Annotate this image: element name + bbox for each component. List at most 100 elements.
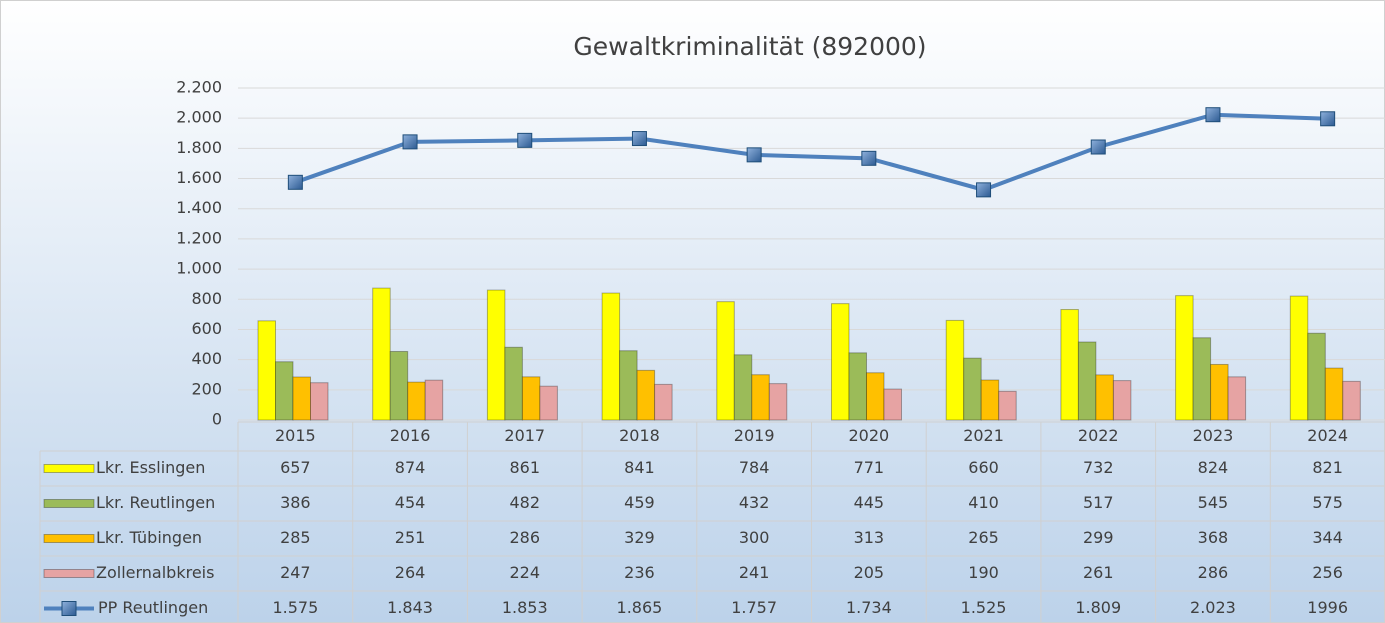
table-cell: 300 — [739, 528, 770, 547]
legend-label: Lkr. Reutlingen — [96, 493, 215, 512]
table-cell: 482 — [509, 493, 540, 512]
bar — [292, 376, 311, 421]
table-cell: 1996 — [1307, 598, 1348, 617]
bar — [275, 361, 294, 421]
bar — [998, 390, 1017, 421]
bar — [980, 379, 1000, 421]
table-cell: 1.734 — [846, 598, 892, 617]
legend-label: Lkr. Tübingen — [96, 528, 202, 547]
y-tick-label: 1.000 — [176, 259, 222, 278]
table-cell: 454 — [395, 493, 426, 512]
table-cell: 410 — [968, 493, 999, 512]
y-tick-label: 600 — [191, 319, 222, 338]
bar — [963, 357, 982, 421]
table-cell: 821 — [1312, 458, 1343, 477]
table-cell: 299 — [1083, 528, 1114, 547]
line-marker — [1320, 111, 1336, 127]
x-tick-label: 2020 — [848, 426, 889, 445]
bar — [424, 379, 444, 421]
y-tick-label: 1.800 — [176, 138, 222, 157]
legend-key — [61, 601, 77, 616]
bar — [716, 301, 735, 421]
bar — [733, 354, 753, 421]
bar — [407, 381, 426, 421]
bar — [257, 320, 276, 421]
table-cell: 732 — [1083, 458, 1114, 477]
bar — [486, 289, 506, 421]
y-tick-label: 200 — [191, 379, 222, 398]
bar — [310, 382, 329, 421]
bar — [372, 287, 391, 421]
bar — [1077, 341, 1097, 421]
table-cell: 841 — [624, 458, 655, 477]
bar — [601, 292, 621, 421]
bar — [1307, 332, 1326, 421]
bar — [1175, 295, 1194, 421]
legend-label: PP Reutlingen — [98, 598, 208, 617]
legend-label: Lkr. Esslingen — [96, 458, 205, 477]
line-marker — [976, 182, 992, 198]
table-cell: 1.843 — [387, 598, 433, 617]
table-cell: 285 — [280, 528, 311, 547]
table-cell: 861 — [509, 458, 540, 477]
table-cell: 386 — [280, 493, 311, 512]
table-cell: 241 — [739, 563, 770, 582]
y-tick-label: 1.200 — [176, 228, 222, 247]
table-cell: 874 — [395, 458, 426, 477]
chart-title: Gewaltkriminalität (892000) — [573, 32, 926, 61]
legend-key — [43, 464, 95, 473]
table-cell: 660 — [968, 458, 999, 477]
x-tick-label: 2021 — [963, 426, 1004, 445]
table-cell: 2.023 — [1190, 598, 1236, 617]
x-tick-label: 2015 — [275, 426, 316, 445]
bar — [654, 383, 673, 421]
x-tick-label: 2024 — [1307, 426, 1348, 445]
table-cell: 247 — [280, 563, 311, 582]
table-cell: 265 — [968, 528, 999, 547]
bar — [504, 346, 523, 421]
table-cell: 261 — [1083, 563, 1114, 582]
table-cell: 236 — [624, 563, 655, 582]
table-cell: 1.525 — [961, 598, 1007, 617]
table-cell: 286 — [509, 528, 540, 547]
bar — [1095, 374, 1114, 421]
bar — [848, 352, 867, 421]
x-tick-label: 2016 — [390, 426, 431, 445]
table-cell: 1.865 — [617, 598, 663, 617]
table-cell: 344 — [1312, 528, 1343, 547]
bar — [831, 303, 850, 421]
line-marker — [861, 150, 877, 166]
bar — [1210, 363, 1229, 421]
y-tick-label: 1.600 — [176, 168, 222, 187]
table-cell: 264 — [395, 563, 426, 582]
bar — [1227, 376, 1247, 421]
line-marker — [517, 132, 533, 148]
table-cell: 771 — [854, 458, 885, 477]
y-tick-label: 2.200 — [176, 78, 222, 97]
table-cell: 657 — [280, 458, 311, 477]
bar — [389, 350, 409, 421]
legend-key — [43, 569, 95, 578]
x-tick-label: 2017 — [504, 426, 545, 445]
bar — [521, 376, 541, 421]
y-tick-label: 400 — [191, 349, 222, 368]
legend-key — [43, 499, 95, 508]
y-tick-label: 800 — [191, 289, 222, 308]
table-cell: 190 — [968, 563, 999, 582]
line — [294, 112, 1328, 192]
bar — [751, 374, 770, 421]
line-marker — [1090, 139, 1106, 155]
bar — [619, 350, 638, 421]
bar — [866, 372, 885, 421]
table-cell: 459 — [624, 493, 655, 512]
table-cell: 286 — [1198, 563, 1229, 582]
bar — [1112, 380, 1132, 421]
x-tick-label: 2022 — [1078, 426, 1119, 445]
line-marker — [287, 174, 303, 190]
bar — [1324, 367, 1344, 421]
bar — [1060, 309, 1079, 421]
table-cell: 824 — [1198, 458, 1229, 477]
legend-key — [43, 534, 95, 543]
y-tick-label: 1.400 — [176, 198, 222, 217]
